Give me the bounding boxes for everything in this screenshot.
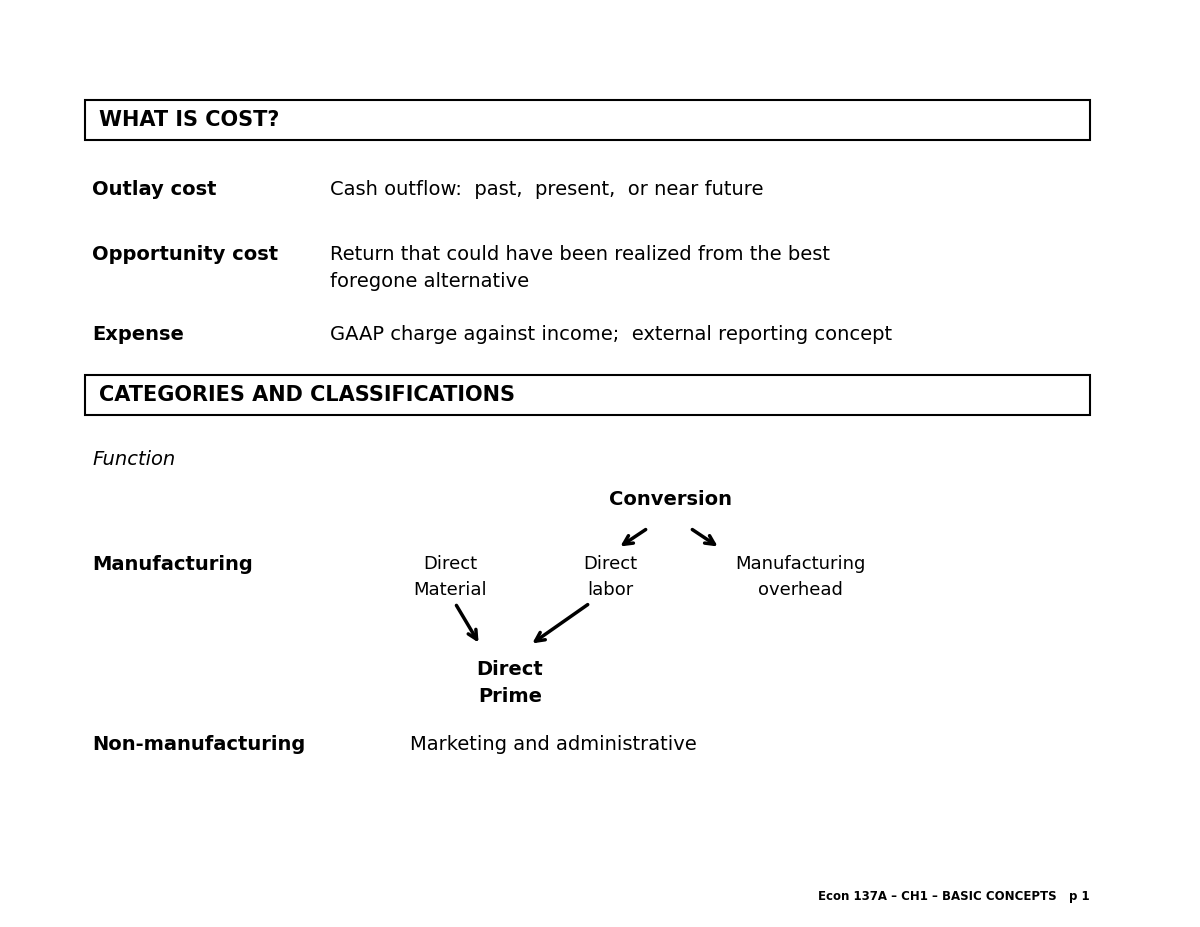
Text: Function: Function [92,450,175,469]
Text: Manufacturing
overhead: Manufacturing overhead [734,555,865,599]
Text: Econ 137A – CH1 – BASIC CONCEPTS   p 1: Econ 137A – CH1 – BASIC CONCEPTS p 1 [818,890,1090,903]
Text: Opportunity cost: Opportunity cost [92,245,278,264]
Text: Non-manufacturing: Non-manufacturing [92,735,305,754]
Text: Return that could have been realized from the best
foregone alternative: Return that could have been realized fro… [330,245,830,291]
Text: WHAT IS COST?: WHAT IS COST? [98,110,280,130]
Text: Direct
labor: Direct labor [583,555,637,599]
Text: Outlay cost: Outlay cost [92,180,216,199]
Text: Cash outflow:  past,  present,  or near future: Cash outflow: past, present, or near fut… [330,180,763,199]
Bar [85,375,1090,415]
Bar [85,100,1090,140]
Text: Expense: Expense [92,325,184,344]
Text: Direct
Prime: Direct Prime [476,660,544,706]
Text: Conversion: Conversion [608,490,732,509]
Text: Marketing and administrative: Marketing and administrative [410,735,697,754]
Text: CATEGORIES AND CLASSIFICATIONS: CATEGORIES AND CLASSIFICATIONS [98,385,515,405]
Text: Direct
Material: Direct Material [413,555,487,599]
Text: Manufacturing: Manufacturing [92,555,253,574]
Text: GAAP charge against income;  external reporting concept: GAAP charge against income; external rep… [330,325,892,344]
